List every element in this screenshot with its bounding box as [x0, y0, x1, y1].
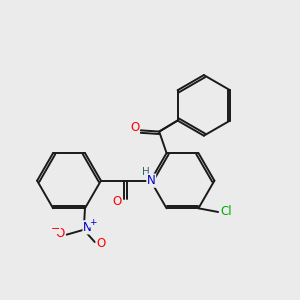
- Text: O: O: [112, 195, 122, 208]
- Text: N: N: [83, 221, 92, 234]
- Text: +: +: [88, 218, 96, 227]
- Text: O: O: [96, 237, 106, 250]
- Text: N: N: [147, 174, 156, 187]
- Text: O: O: [56, 227, 65, 240]
- Text: O: O: [130, 122, 139, 134]
- Text: −: −: [51, 224, 60, 233]
- Text: Cl: Cl: [221, 206, 232, 218]
- Text: H: H: [142, 167, 150, 177]
